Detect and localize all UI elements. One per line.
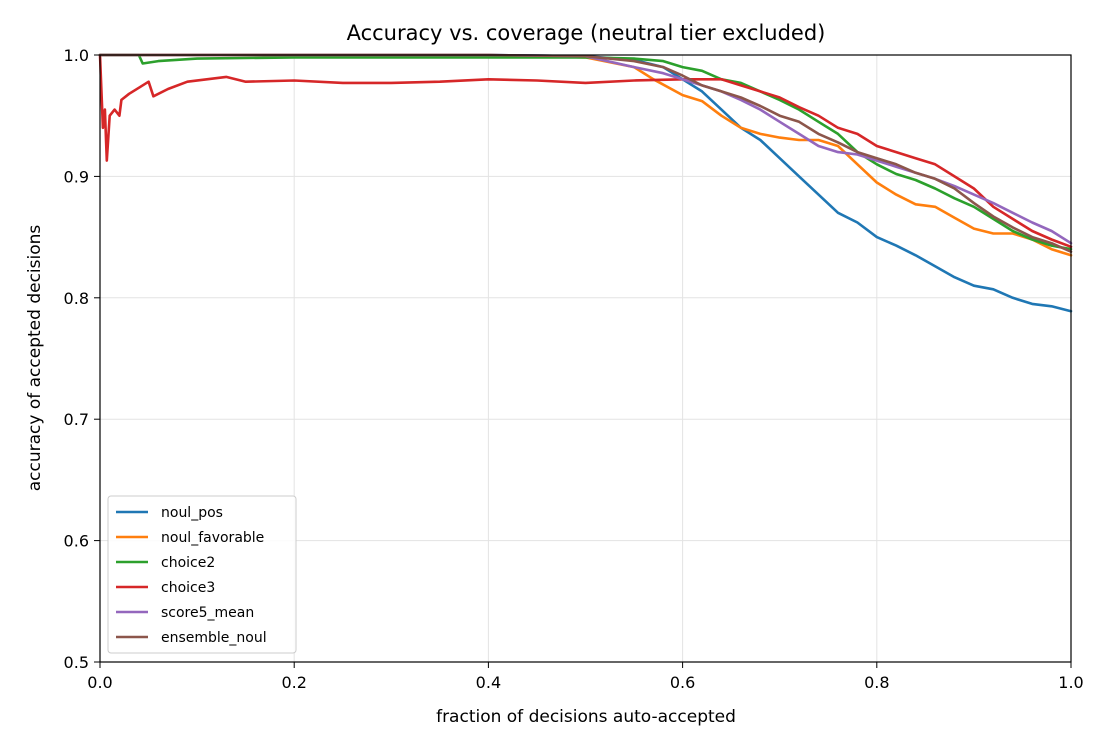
y-tick-label: 0.7 (64, 410, 89, 429)
y-tick-label: 0.5 (64, 653, 89, 672)
y-tick-label: 0.8 (64, 289, 89, 308)
legend-label-noul-pos: noul_pos (161, 505, 223, 521)
x-tick-label: 0.2 (281, 673, 306, 692)
x-axis-title: fraction of decisions auto-accepted (436, 707, 736, 727)
legend-label-noul-favorable: noul_favorable (161, 530, 264, 546)
axis-ticks: 0.0 0.2 0.4 0.6 0.8 1.0 0.5 0.6 0.7 0.8 0.9 1.0 (64, 46, 1084, 692)
chart-title: Accuracy vs. coverage (neutral tier excl… (347, 21, 826, 45)
legend-label-choice3: choice3 (161, 580, 215, 596)
series-line-ensemble-noul (98, 53, 1073, 253)
x-tick-label: 0.4 (476, 673, 501, 692)
legend-label-choice2: choice2 (161, 555, 215, 571)
y-tick-label: 0.9 (64, 167, 89, 186)
y-tick-label: 0.6 (64, 532, 89, 551)
x-tick-label: 1.0 (1058, 673, 1083, 692)
series-lines (98, 53, 1073, 313)
legend-label-ensemble-noul: ensemble_noul (161, 630, 267, 646)
y-tick-label: 1.0 (64, 46, 89, 65)
plot-frame (99, 54, 1072, 663)
y-axis-title: accuracy of accepted decisions (25, 225, 45, 492)
x-tick-label: 0.6 (670, 673, 695, 692)
legend-box (107, 495, 297, 654)
series-line-choice3 (98, 53, 1073, 249)
grid-lines (100, 55, 1071, 662)
legend: noul_pos noul_favorable choice2 choice3 scor… (107, 495, 297, 654)
legend-label-score5-mean: score5_mean (161, 605, 254, 621)
x-tick-label: 0.0 (87, 673, 112, 692)
x-tick-label: 0.8 (864, 673, 889, 692)
